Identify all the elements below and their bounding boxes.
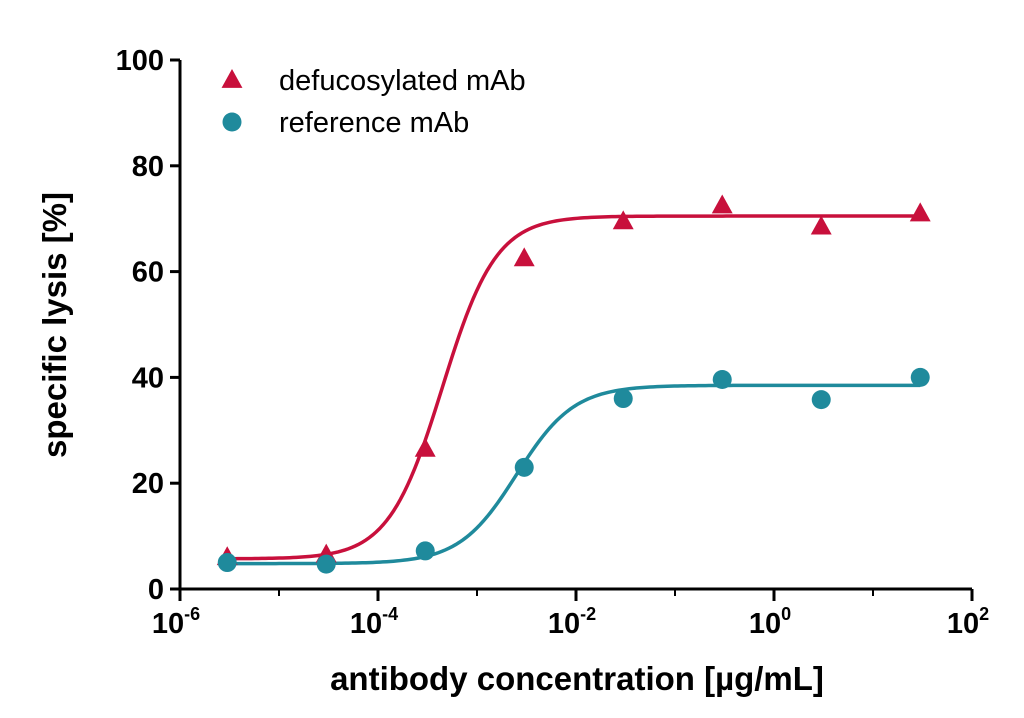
x-tick-exponent: -4 <box>382 604 398 624</box>
x-axis-title: antibody concentration [µg/mL] <box>330 660 824 697</box>
y-tick-label-40: 40 <box>132 362 164 394</box>
point-reference-0 <box>217 553 237 573</box>
legend-label-defucosylated: defucosylated mAb <box>279 65 526 97</box>
x-tick-label-2: 10-2 <box>548 604 596 640</box>
fit-curves <box>227 214 921 566</box>
point-reference-7 <box>910 367 930 387</box>
fit-curve-0 <box>227 214 921 561</box>
y-axis-title: specific lysis [%] <box>36 192 73 458</box>
axes <box>178 60 972 591</box>
y-tick-label-20: 20 <box>132 468 164 500</box>
fit-curve-1 <box>227 383 921 566</box>
point-reference-3 <box>514 457 534 477</box>
y-tick-label-0: 0 <box>148 574 164 606</box>
x-tick-label-3: 100 <box>749 604 791 640</box>
x-tick-label-0: 10-6 <box>152 604 200 640</box>
point-defucosylated-7 <box>909 202 931 222</box>
point-defucosylated-6 <box>810 215 832 235</box>
x-tick-label-4: 102 <box>947 604 989 640</box>
x-tick-exponent: 2 <box>979 604 989 624</box>
x-tick-base: 10 <box>749 608 781 640</box>
x-tick-exponent: -2 <box>580 604 596 624</box>
point-defucosylated-5 <box>711 194 733 214</box>
legend-label-reference: reference mAb <box>279 107 469 139</box>
point-defucosylated-3 <box>513 247 535 267</box>
legend-marker-triangle <box>221 69 243 88</box>
x-tick-exponent: 0 <box>781 604 791 624</box>
legend-marker-circle <box>222 112 242 132</box>
point-defucosylated-2 <box>414 437 436 457</box>
x-tick-base: 10 <box>350 608 382 640</box>
legend: defucosylated mAb reference mAb <box>221 65 526 139</box>
point-reference-1 <box>316 554 336 574</box>
x-tick-base: 10 <box>548 608 580 640</box>
y-ticks: 0 20 40 60 80 100 <box>116 45 180 606</box>
point-reference-5 <box>712 370 732 390</box>
x-tick-exponent: -6 <box>184 604 200 624</box>
point-defucosylated-4 <box>612 210 634 230</box>
point-reference-6 <box>811 390 831 410</box>
point-reference-2 <box>415 541 435 561</box>
x-tick-label-1: 10-4 <box>350 604 398 640</box>
y-tick-label-100: 100 <box>116 45 164 77</box>
data-points <box>216 194 931 574</box>
x-tick-base: 10 <box>152 608 184 640</box>
legend-item-reference: reference mAb <box>222 107 469 139</box>
x-ticks: 10-6 10-4 10-2 100 102 <box>152 589 989 640</box>
legend-item-defucosylated: defucosylated mAb <box>221 65 526 97</box>
x-tick-base: 10 <box>947 608 979 640</box>
y-tick-label-80: 80 <box>132 151 164 183</box>
point-reference-4 <box>613 389 633 409</box>
y-tick-label-60: 60 <box>132 257 164 289</box>
